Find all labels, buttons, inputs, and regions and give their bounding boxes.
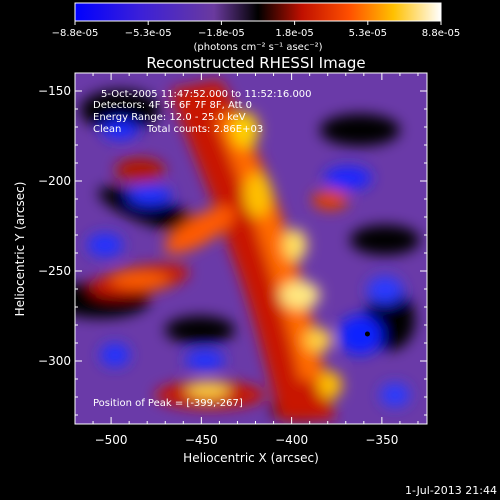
colorbar-tick-label: 1.8e-05 bbox=[275, 28, 313, 39]
time-range-text: 5-Oct-2005 11:47:52.000 to 11:52:16.000 bbox=[101, 89, 312, 100]
y-axis-label: Heliocentric Y (arcsec) bbox=[13, 182, 27, 317]
colorbar bbox=[74, 2, 442, 22]
y-tick-label: −150 bbox=[38, 84, 71, 98]
y-tick-label: −250 bbox=[38, 264, 71, 278]
x-axis-ticks: −500 −450 −400 −350 bbox=[92, 73, 419, 447]
x-tick-label: −350 bbox=[365, 433, 398, 447]
x-axis-label: Heliocentric X (arcsec) bbox=[183, 451, 319, 465]
colorbar-tick-label: −5.3e-05 bbox=[125, 28, 172, 39]
colorbar-tick-label: 8.8e-05 bbox=[422, 28, 460, 39]
chart-title: Reconstructed RHESSI Image bbox=[146, 54, 365, 72]
colorbar-tick-label: −1.8e-05 bbox=[198, 28, 245, 39]
detectors-text: Detectors: 4F 5F 6F 7F 8F, Att 0 bbox=[93, 100, 252, 111]
y-tick-label: −300 bbox=[38, 354, 71, 368]
x-tick-label: −500 bbox=[95, 433, 128, 447]
timestamp: 1-Jul-2013 21:44 bbox=[405, 484, 497, 497]
y-tick-label: −200 bbox=[38, 174, 71, 188]
colorbar-ticks: −8.8e-05 −5.3e-05 −1.8e-05 1.8e-05 5.3e-05 8.… bbox=[52, 21, 460, 39]
total-counts-text: Total counts: 2.86E+03 bbox=[146, 124, 263, 135]
minimum-marker bbox=[364, 331, 370, 337]
x-tick-label: −450 bbox=[185, 433, 218, 447]
colorbar-tick-label: −8.8e-05 bbox=[52, 28, 99, 39]
y-axis-ticks: −150 −200 −250 −300 bbox=[38, 72, 427, 416]
energy-range-text: Energy Range: 12.0 - 25.0 keV bbox=[93, 112, 246, 123]
peak-position-text: Position of Peak = [-399,-267] bbox=[93, 398, 243, 409]
colorbar-tick-label: 5.3e-05 bbox=[349, 28, 387, 39]
colorbar-unit-label: (photons cm⁻² s⁻¹ asec⁻²) bbox=[193, 42, 322, 53]
heatmap-image bbox=[75, 73, 427, 424]
plot-frame bbox=[74, 72, 428, 425]
clean-text: Clean bbox=[93, 124, 121, 135]
x-tick-label: −400 bbox=[275, 433, 308, 447]
